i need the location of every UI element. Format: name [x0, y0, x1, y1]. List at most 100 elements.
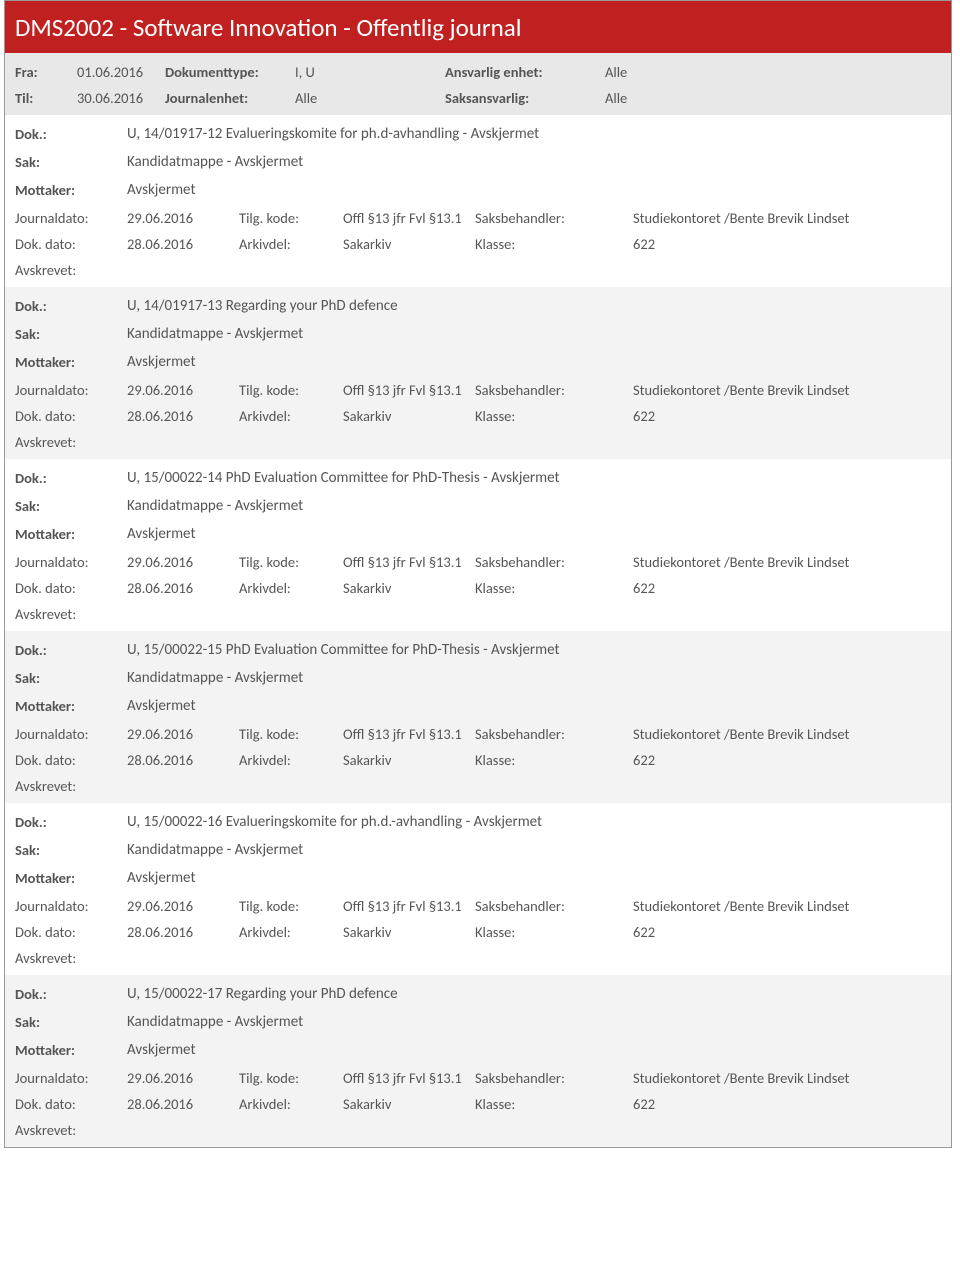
dok-label: Dok.:: [15, 641, 127, 659]
mottaker-value: Avskjermet: [127, 869, 941, 887]
dokdato-value: 28.06.2016: [127, 407, 239, 425]
sak-label: Sak:: [15, 1013, 127, 1031]
mottaker-value: Avskjermet: [127, 353, 941, 371]
mottaker-value: Avskjermet: [127, 1041, 941, 1059]
klasse-label: Klasse:: [475, 923, 633, 941]
journal-entry: Dok.: U, 15/00022-15 PhD Evaluation Comm…: [5, 631, 951, 803]
dokdato-label: Dok. dato:: [15, 751, 127, 769]
sak-value: Kandidatmappe - Avskjermet: [127, 841, 941, 859]
tilgkode-value: Offl §13 jfr Fvl §13.1: [343, 897, 475, 915]
arkivdel-label: Arkivdel:: [239, 1095, 343, 1113]
journaldato-label: Journaldato:: [15, 725, 127, 743]
fra-label: Fra:: [15, 63, 77, 81]
tilgkode-value: Offl §13 jfr Fvl §13.1: [343, 1069, 475, 1087]
dokumenttype-value: I, U: [295, 63, 445, 81]
klasse-label: Klasse:: [475, 407, 633, 425]
journaldato-label: Journaldato:: [15, 381, 127, 399]
entries-list: Dok.: U, 14/01917-12 Evalueringskomite f…: [5, 115, 951, 1147]
sak-label: Sak:: [15, 669, 127, 687]
dokdato-label: Dok. dato:: [15, 923, 127, 941]
mottaker-label: Mottaker:: [15, 1041, 127, 1059]
mottaker-label: Mottaker:: [15, 869, 127, 887]
dok-label: Dok.:: [15, 125, 127, 143]
saksbehandler-value: Studiekontoret /Bente Brevik Lindset: [633, 381, 941, 399]
tilgkode-label: Tilg. kode:: [239, 725, 343, 743]
dok-label: Dok.:: [15, 469, 127, 487]
dok-value: U, 15/00022-17 Regarding your PhD defenc…: [127, 985, 941, 1003]
sak-value: Kandidatmappe - Avskjermet: [127, 497, 941, 515]
avskrevet-label: Avskrevet:: [15, 1121, 941, 1139]
journaldato-label: Journaldato:: [15, 897, 127, 915]
klasse-value: 622: [633, 1095, 941, 1113]
arkivdel-value: Sakarkiv: [343, 751, 475, 769]
dokdato-value: 28.06.2016: [127, 235, 239, 253]
journaldato-label: Journaldato:: [15, 1069, 127, 1087]
tilgkode-label: Tilg. kode:: [239, 1069, 343, 1087]
journalenhet-label: Journalenhet:: [165, 89, 295, 107]
saksbehandler-value: Studiekontoret /Bente Brevik Lindset: [633, 1069, 941, 1087]
tilgkode-label: Tilg. kode:: [239, 209, 343, 227]
journal-entry: Dok.: U, 15/00022-17 Regarding your PhD …: [5, 975, 951, 1147]
sak-value: Kandidatmappe - Avskjermet: [127, 669, 941, 687]
klasse-value: 622: [633, 923, 941, 941]
journaldato-value: 29.06.2016: [127, 897, 239, 915]
tilgkode-value: Offl §13 jfr Fvl §13.1: [343, 209, 475, 227]
sak-value: Kandidatmappe - Avskjermet: [127, 325, 941, 343]
ansvarlig-label: Ansvarlig enhet:: [445, 63, 605, 81]
arkivdel-value: Sakarkiv: [343, 579, 475, 597]
dokdato-label: Dok. dato:: [15, 1095, 127, 1113]
saksbehandler-label: Saksbehandler:: [475, 725, 633, 743]
avskrevet-label: Avskrevet:: [15, 949, 941, 967]
sak-label: Sak:: [15, 841, 127, 859]
arkivdel-label: Arkivdel:: [239, 751, 343, 769]
avskrevet-label: Avskrevet:: [15, 433, 941, 451]
dokdato-value: 28.06.2016: [127, 923, 239, 941]
avskrevet-label: Avskrevet:: [15, 777, 941, 795]
sak-value: Kandidatmappe - Avskjermet: [127, 153, 941, 171]
journal-entry: Dok.: U, 15/00022-14 PhD Evaluation Comm…: [5, 459, 951, 631]
filter-bar: Fra: 01.06.2016 Dokumenttype: I, U Ansva…: [5, 53, 951, 115]
tilgkode-value: Offl §13 jfr Fvl §13.1: [343, 381, 475, 399]
arkivdel-label: Arkivdel:: [239, 579, 343, 597]
journaldato-value: 29.06.2016: [127, 725, 239, 743]
saksansvarlig-value: Alle: [605, 89, 941, 107]
tilgkode-label: Tilg. kode:: [239, 897, 343, 915]
tilgkode-label: Tilg. kode:: [239, 381, 343, 399]
journaldato-label: Journaldato:: [15, 553, 127, 571]
til-label: Til:: [15, 89, 77, 107]
dok-label: Dok.:: [15, 297, 127, 315]
klasse-value: 622: [633, 235, 941, 253]
journal-entry: Dok.: U, 14/01917-13 Regarding your PhD …: [5, 287, 951, 459]
ansvarlig-value: Alle: [605, 63, 941, 81]
sak-value: Kandidatmappe - Avskjermet: [127, 1013, 941, 1031]
dok-value: U, 14/01917-13 Regarding your PhD defenc…: [127, 297, 941, 315]
saksbehandler-value: Studiekontoret /Bente Brevik Lindset: [633, 553, 941, 571]
dokdato-value: 28.06.2016: [127, 751, 239, 769]
saksbehandler-value: Studiekontoret /Bente Brevik Lindset: [633, 725, 941, 743]
sak-label: Sak:: [15, 497, 127, 515]
journaldato-value: 29.06.2016: [127, 553, 239, 571]
saksansvarlig-label: Saksansvarlig:: [445, 89, 605, 107]
sak-label: Sak:: [15, 325, 127, 343]
arkivdel-label: Arkivdel:: [239, 235, 343, 253]
arkivdel-label: Arkivdel:: [239, 923, 343, 941]
klasse-value: 622: [633, 579, 941, 597]
journal-entry: Dok.: U, 15/00022-16 Evalueringskomite f…: [5, 803, 951, 975]
mottaker-value: Avskjermet: [127, 697, 941, 715]
dok-value: U, 15/00022-14 PhD Evaluation Committee …: [127, 469, 941, 487]
saksbehandler-label: Saksbehandler:: [475, 897, 633, 915]
avskrevet-label: Avskrevet:: [15, 605, 941, 623]
tilgkode-value: Offl §13 jfr Fvl §13.1: [343, 553, 475, 571]
dokdato-value: 28.06.2016: [127, 1095, 239, 1113]
dok-label: Dok.:: [15, 813, 127, 831]
arkivdel-label: Arkivdel:: [239, 407, 343, 425]
saksbehandler-label: Saksbehandler:: [475, 553, 633, 571]
journaldato-value: 29.06.2016: [127, 209, 239, 227]
saksbehandler-value: Studiekontoret /Bente Brevik Lindset: [633, 209, 941, 227]
saksbehandler-label: Saksbehandler:: [475, 381, 633, 399]
mottaker-label: Mottaker:: [15, 181, 127, 199]
mottaker-label: Mottaker:: [15, 697, 127, 715]
klasse-value: 622: [633, 407, 941, 425]
dokdato-value: 28.06.2016: [127, 579, 239, 597]
mottaker-label: Mottaker:: [15, 525, 127, 543]
